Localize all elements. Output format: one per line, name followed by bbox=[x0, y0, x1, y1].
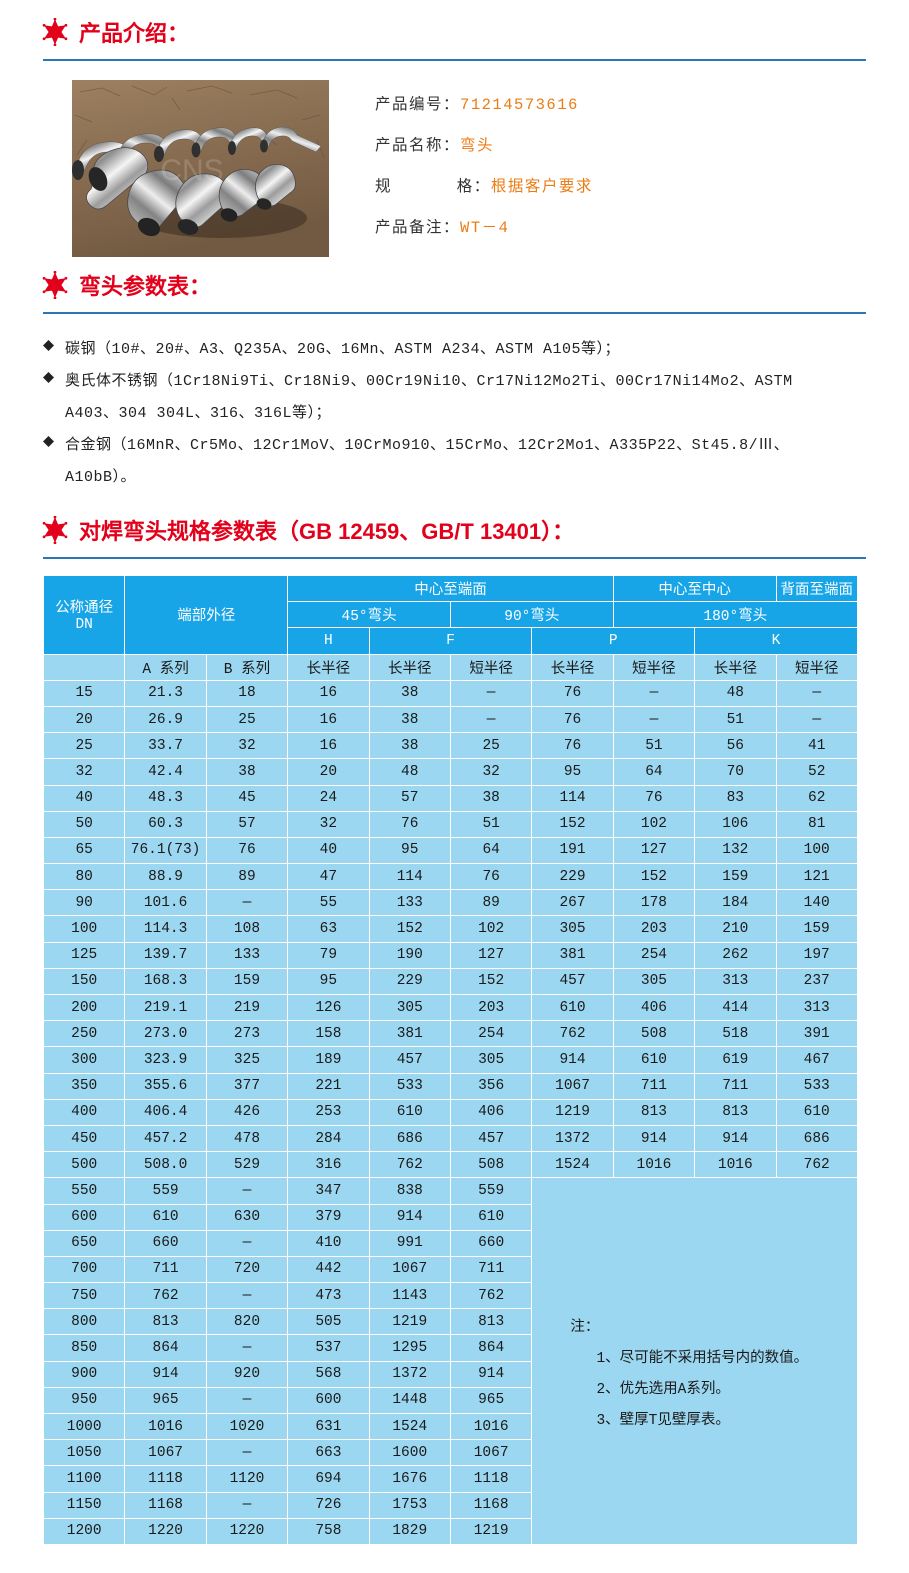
svg-text:CNS: CNS bbox=[160, 154, 223, 187]
